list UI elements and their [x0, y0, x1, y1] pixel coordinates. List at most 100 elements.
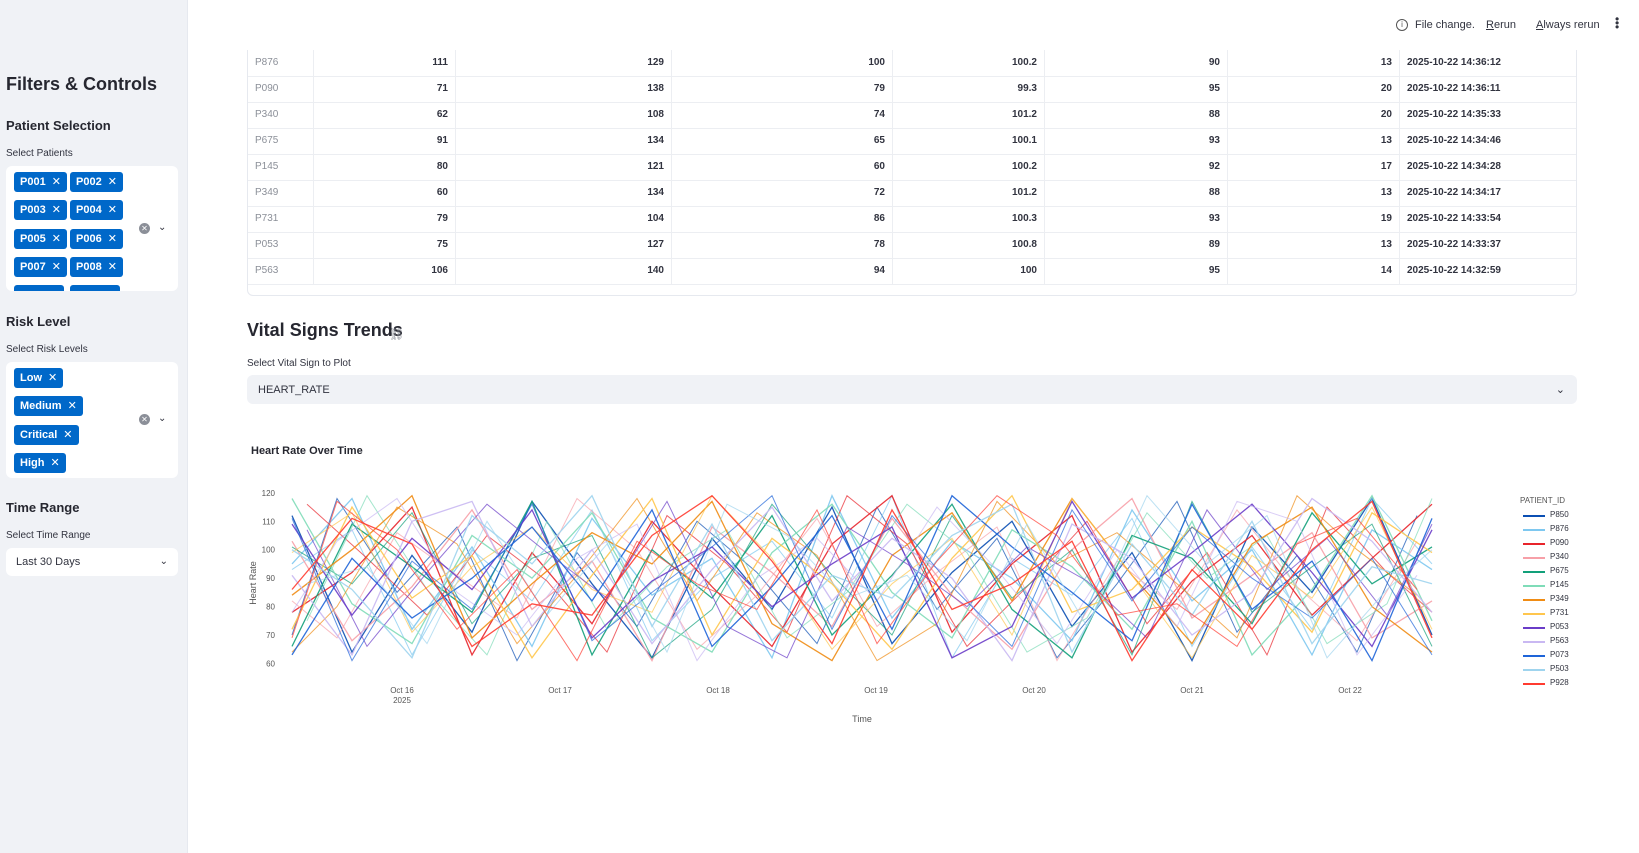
series-line-P053-b[interactable] [306, 500, 1433, 659]
legend-item-P145[interactable]: P145 [1520, 579, 1620, 593]
link-icon[interactable]: ⛓ [389, 327, 405, 341]
table-cell: 104 [456, 206, 672, 232]
table-row[interactable]: P675 91 134 65 100.1 93 13 2025-10-22 14:34:46 [248, 128, 1576, 155]
series-line-P503[interactable] [291, 494, 1433, 660]
legend-item-P928[interactable]: P928 [1520, 677, 1620, 691]
chevron-down-icon[interactable]: ⌄ [158, 222, 167, 233]
legend-item-P731[interactable]: P731 [1520, 607, 1620, 621]
series-line-P145-b[interactable] [306, 494, 1433, 656]
legend-item-P850[interactable]: P850 [1520, 509, 1620, 523]
table-row[interactable]: P053 75 127 78 100.8 89 13 2025-10-22 14:33:37 [248, 232, 1576, 259]
chip-remove-icon[interactable]: ✕ [107, 204, 117, 216]
table-cell: 108 [456, 102, 672, 128]
always-rerun-button[interactable]: Always rerun [1536, 19, 1600, 31]
chip-risk[interactable]: Medium ✕ [14, 396, 83, 416]
rerun-button[interactable]: Rerun [1486, 19, 1516, 31]
table-row[interactable]: P090 71 138 79 99.3 95 20 2025-10-22 14:36:11 [248, 76, 1576, 103]
chip-remove-icon[interactable]: ✕ [107, 176, 117, 188]
time-range-select[interactable]: Last 30 Days ⌄ [6, 548, 178, 576]
chip-remove-icon[interactable]: ✕ [107, 261, 117, 273]
table-row[interactable]: P349 60 134 72 101.2 88 13 2025-10-22 14:34:17 [248, 180, 1576, 207]
table-row[interactable]: P876 111 129 100 100.2 90 13 2025-10-22 14:36:1… [248, 50, 1576, 77]
series-line-P090[interactable] [291, 494, 1433, 657]
table-cell: 2025-10-22 14:34:46 [1400, 128, 1576, 154]
chip-remove-icon[interactable]: ✕ [51, 233, 61, 245]
risk-multiselect[interactable]: Low ✕ Medium ✕ Critical ✕ High ✕ ✕ ⌄ [6, 362, 178, 478]
chip-patient[interactable]: P007 ✕ [14, 257, 67, 277]
chevron-down-icon[interactable]: ⌄ [158, 413, 167, 424]
chip-remove-icon[interactable]: ✕ [48, 372, 58, 384]
section-title: Vital Signs Trends [247, 320, 403, 340]
legend-item-P563[interactable]: P563 [1520, 635, 1620, 649]
chart-legend[interactable]: PATIENT_ID P850 P876 P090 P340 P675 P145 P349 P… [1520, 496, 1620, 691]
y-tick-label: 80 [266, 603, 275, 612]
legend-item-P876[interactable]: P876 [1520, 523, 1620, 537]
chip-risk[interactable]: Low ✕ [14, 368, 64, 388]
vitals-table[interactable]: P876 111 129 100 100.2 90 13 2025-10-22 14:36:1… [247, 50, 1577, 296]
legend-swatch [1523, 585, 1545, 587]
chip-patient[interactable]: P005 ✕ [14, 229, 67, 249]
legend-item-P340[interactable]: P340 [1520, 551, 1620, 565]
patients-multiselect[interactable]: P001 ✕ P002 ✕ P003 ✕ P004 ✕ P005 ✕ P006 ✕ P007… [6, 166, 178, 291]
chip-risk[interactable]: Critical ✕ [14, 425, 79, 445]
series-line-P090-b[interactable] [306, 494, 1433, 657]
series-line-P340-b[interactable] [291, 497, 1418, 662]
x-axis-title: Time [852, 714, 872, 724]
legend-item-P073[interactable]: P073 [1520, 649, 1620, 663]
series-line-P675-b[interactable] [291, 500, 1433, 659]
chip-remove-icon[interactable]: ✕ [51, 261, 61, 273]
series-line-P349-b[interactable] [291, 494, 1418, 662]
y-tick-label: 100 [262, 546, 276, 555]
series-line-P731-b[interactable] [291, 494, 1433, 659]
series-line-P928[interactable] [291, 494, 1433, 662]
chart-title: Heart Rate Over Time [251, 445, 363, 457]
series-line-P073-b[interactable] [291, 494, 1433, 662]
legend-item-P090[interactable]: P090 [1520, 537, 1620, 551]
y-axis-title: Heart Rate [248, 561, 258, 605]
legend-item-P675[interactable]: P675 [1520, 565, 1620, 579]
table-cell: 138 [456, 76, 672, 102]
table-cell: 2025-10-22 14:36:12 [1400, 50, 1576, 76]
chip-remove-icon[interactable]: ✕ [63, 429, 73, 441]
series-line-P053[interactable] [291, 500, 1433, 659]
series-line-P145[interactable] [291, 494, 1433, 657]
legend-swatch [1523, 613, 1545, 615]
legend-item-P503[interactable]: P503 [1520, 663, 1620, 677]
chip-patient[interactable]: P008 ✕ [70, 257, 123, 277]
vital-sign-select[interactable]: HEART_RATE ⌄ [247, 375, 1577, 404]
series-line-P876-b[interactable] [291, 494, 1433, 659]
legend-item-P053[interactable]: P053 [1520, 621, 1620, 635]
sidebar: Filters & Controls Patient Selection Sel… [0, 0, 188, 853]
chip-risk[interactable]: High ✕ [14, 453, 66, 473]
table-cell: 129 [456, 50, 672, 76]
y-tick-label: 60 [266, 659, 275, 668]
chip-patient[interactable]: P003 ✕ [14, 200, 67, 220]
series-line-P563[interactable] [291, 497, 1433, 662]
table-row[interactable]: P563 106 140 94 100 95 14 2025-10-22 14:32:59 [248, 258, 1576, 285]
table-cell: P731 [248, 206, 314, 232]
table-cell: 127 [456, 232, 672, 258]
chip-patient[interactable]: P002 ✕ [70, 172, 123, 192]
chip-patient[interactable]: P001 ✕ [14, 172, 67, 192]
chip-remove-icon[interactable]: ✕ [50, 457, 60, 469]
clear-icon[interactable]: ✕ [139, 414, 150, 425]
select-risk-label: Select Risk Levels [6, 344, 88, 355]
clear-icon[interactable]: ✕ [139, 223, 150, 234]
table-row[interactable]: P145 80 121 60 100.2 92 17 2025-10-22 14:34:28 [248, 154, 1576, 181]
series-line-P928-b[interactable] [291, 495, 1418, 662]
main-menu-icon[interactable]: • • • [1615, 12, 1620, 34]
heart-rate-chart[interactable]: 60 70 80 90 100 110 120 Oct 16 Oct 17 Oct 18 Oct 1… [247, 490, 1607, 750]
series-line-P563-b[interactable] [291, 497, 1418, 662]
legend-item-P349[interactable]: P349 [1520, 593, 1620, 607]
table-cell: 90 [1045, 50, 1228, 76]
table-row[interactable]: P340 62 108 74 101.2 88 20 2025-10-22 14:35:33 [248, 102, 1576, 129]
table-cell: 79 [314, 206, 456, 232]
chip-remove-icon[interactable]: ✕ [51, 204, 61, 216]
chip-patient[interactable]: P004 ✕ [70, 200, 123, 220]
table-row[interactable]: P731 79 104 86 100.3 93 19 2025-10-22 14:33:54 [248, 206, 1576, 233]
chip-remove-icon[interactable]: ✕ [51, 176, 61, 188]
chip-remove-icon[interactable]: ✕ [107, 233, 117, 245]
chip-remove-icon[interactable]: ✕ [67, 400, 77, 412]
chip-patient[interactable]: P006 ✕ [70, 229, 123, 249]
series-line-P503-b[interactable] [306, 494, 1433, 659]
